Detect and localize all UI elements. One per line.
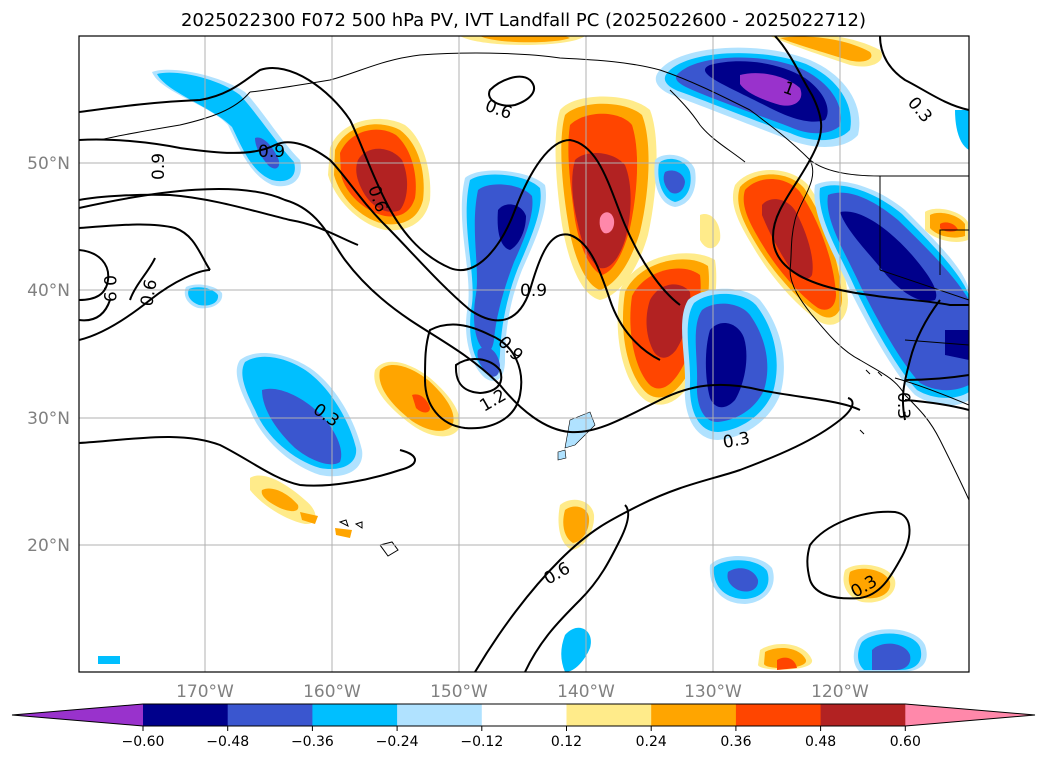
- colorbar-tick-label: −0.24: [376, 734, 419, 750]
- map-area: 0.6 0.9 0.9 0.6 0.9 0.6 0.9 0.9 1.2 0.3 …: [79, 36, 969, 672]
- colorbar-segment: [312, 704, 398, 726]
- colorbar-segment: [481, 704, 567, 726]
- map-frame: [78, 35, 970, 673]
- contour-label: 0.6: [137, 278, 161, 308]
- longitude-labels: 170°W 160°W 150°W 140°W 130°W 120°W: [176, 682, 869, 702]
- contour-label: 0.9: [258, 142, 285, 162]
- contour-label: 0.3: [893, 392, 913, 419]
- gridlines: [79, 36, 969, 672]
- lon-label: 130°W: [684, 682, 742, 702]
- negative-anomaly-fields: [98, 47, 969, 672]
- colorbar-tick-label: −0.36: [291, 734, 334, 750]
- colorbar-segment: [735, 704, 822, 726]
- lon-label: 150°W: [430, 682, 488, 702]
- colorbar-segment: [820, 704, 906, 726]
- lat-label: 20°N: [27, 536, 70, 556]
- colorbar-tick-label: −0.48: [206, 734, 249, 750]
- lon-label: 140°W: [557, 682, 615, 702]
- lon-label: 160°W: [303, 682, 361, 702]
- colorbar: −0.60 −0.48 −0.36 −0.24 −0.12 0.12 0.24 0.36 0.4…: [11, 703, 1036, 750]
- contour-label: 0.9: [149, 153, 169, 180]
- colorbar-extend-high: [905, 704, 1035, 726]
- colorbar-tick-label: 0.12: [551, 734, 582, 750]
- colorbar-tick-label: 0.48: [805, 734, 836, 750]
- colorbar-segment: [397, 704, 483, 726]
- lon-label: 120°W: [811, 682, 869, 702]
- lat-label: 40°N: [27, 281, 70, 301]
- ivt-contours: [79, 36, 969, 672]
- colorbar-segment: [227, 704, 313, 726]
- colorbar-extend-low: [12, 704, 143, 726]
- map-title: 2025022300 F072 500 hPa PV, IVT Landfall…: [180, 10, 867, 31]
- colorbar-tick-label: −0.60: [122, 734, 165, 750]
- colorbar-tick-label: −0.12: [460, 734, 503, 750]
- contour-label: 0.3: [721, 429, 751, 453]
- colorbar-tick-label: 0.24: [636, 734, 667, 750]
- colorbar-tick-label: 0.60: [890, 734, 921, 750]
- colorbar-segment: [651, 704, 737, 726]
- contour-label: 0.9: [520, 281, 547, 301]
- colorbar-segment: [566, 704, 652, 726]
- coastlines: [99, 52, 969, 557]
- latitude-labels: 50°N 40°N 30°N 20°N: [27, 154, 70, 556]
- contour-label: 0.9: [99, 275, 119, 302]
- lat-label: 50°N: [27, 154, 70, 174]
- colorbar-segment: [143, 704, 229, 726]
- lat-label: 30°N: [27, 409, 70, 429]
- lon-label: 170°W: [176, 682, 234, 702]
- colorbar-tick-label: 0.36: [720, 734, 751, 750]
